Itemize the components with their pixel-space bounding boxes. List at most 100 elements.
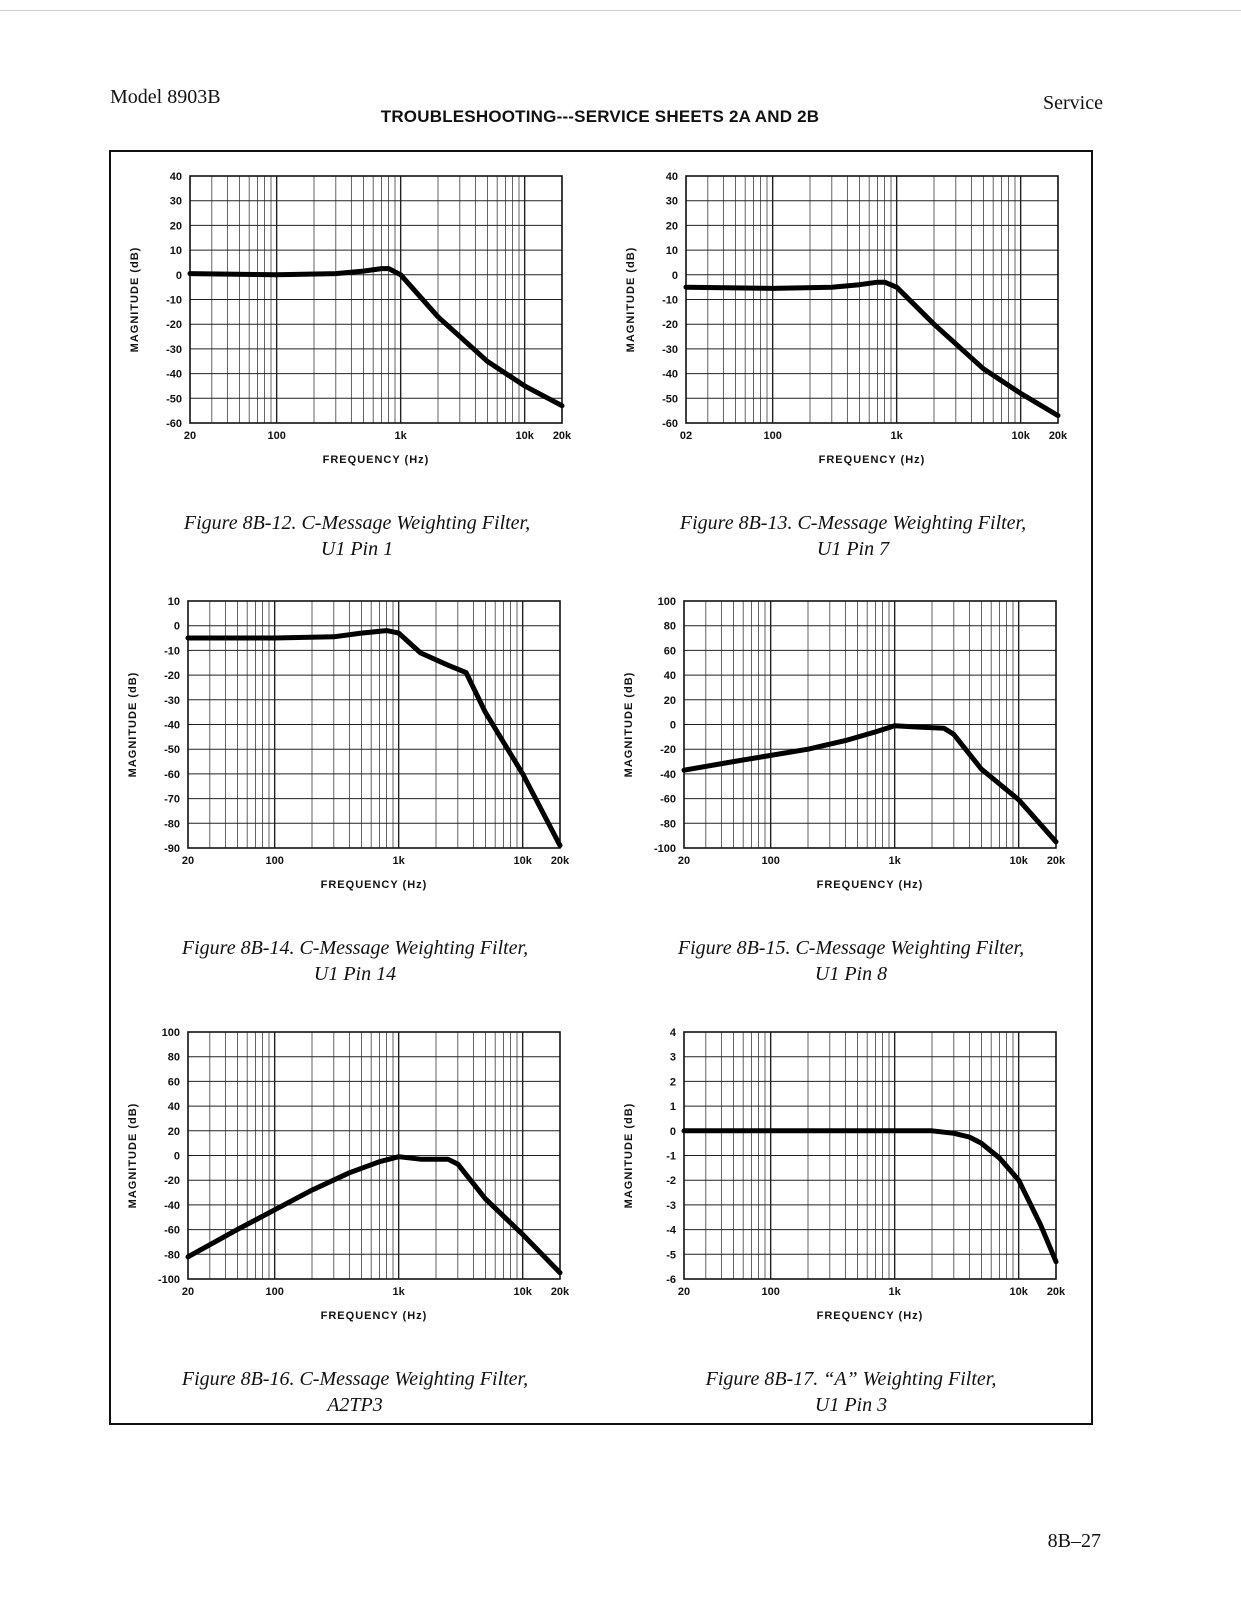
figure-caption-title: Figure 8B-15. C-Message Weighting Filter… — [677, 937, 1025, 959]
y-tick-label: 20 — [664, 695, 676, 707]
y-tick-label: -2 — [666, 1175, 676, 1187]
x-tick-label: 20 — [678, 855, 690, 867]
y-tick-label: -20 — [164, 1175, 180, 1187]
x-axis-label: FREQUENCY (Hz) — [321, 879, 428, 891]
response-curve — [681, 723, 1059, 845]
y-tick-label: 40 — [168, 1101, 180, 1113]
response-curve — [681, 1128, 1059, 1265]
figure-8b-16-panel: 100 80 60 40 20 0 -20 -40 -60 -80 -100 20 100 1k 10k 20… — [110, 1016, 600, 1436]
plot-frame — [683, 600, 1057, 849]
y-tick-label: -60 — [164, 1225, 180, 1237]
x-tick-label: 100 — [265, 1286, 283, 1298]
x-tick-label: 02 — [680, 430, 692, 442]
x-tick-label: 20 — [182, 855, 194, 867]
y-tick-label: 80 — [664, 621, 676, 633]
figure-8b-14-panel: 10 0 -10 -20 -30 -40 -50 -60 -70 -80 -90 20 100 1k 10k… — [110, 585, 600, 1005]
x-tick-label: 1k — [393, 855, 406, 867]
y-tick-label: -3 — [666, 1200, 676, 1212]
y-tick-label: -60 — [164, 769, 180, 781]
y-tick-label: 60 — [168, 1076, 180, 1088]
y-tick-label: 3 — [670, 1052, 676, 1064]
y-tick-label: -50 — [662, 393, 678, 405]
x-tick-label: 10k — [515, 430, 534, 442]
y-tick-label: -50 — [164, 744, 180, 756]
x-tick-label: 1k — [393, 1286, 406, 1298]
y-tick-label: -80 — [164, 1249, 180, 1261]
page-number: 8B–27 — [1047, 1530, 1101, 1552]
y-tick-label: 4 — [670, 1027, 677, 1039]
figure-caption-title: Figure 8B-17. “A” Weighting Filter, — [705, 1368, 997, 1390]
y-tick-label: -70 — [164, 794, 180, 806]
y-tick-label: -40 — [660, 769, 676, 781]
y-tick-label: -5 — [666, 1249, 676, 1261]
x-axis-label: FREQUENCY (Hz) — [817, 1310, 924, 1322]
response-curve — [185, 1154, 563, 1276]
figure-caption-subtitle: A2TP3 — [327, 1394, 383, 1416]
figure-caption-title: Figure 8B-13. C-Message Weighting Filter… — [679, 512, 1027, 534]
figure-caption-title: Figure 8B-16. C-Message Weighting Filter… — [181, 1368, 529, 1390]
y-axis-label: MAGNITUDE (dB) — [127, 1103, 139, 1209]
y-tick-label: 60 — [664, 645, 676, 657]
y-tick-label: -10 — [166, 295, 182, 307]
y-tick-label: -4 — [666, 1225, 677, 1237]
y-tick-label: 10 — [168, 596, 180, 608]
page-title: TROUBLESHOOTING---SERVICE SHEETS 2A AND … — [380, 107, 820, 126]
y-tick-label: -30 — [166, 344, 182, 356]
x-axis-label: FREQUENCY (Hz) — [819, 454, 926, 466]
y-tick-label: 80 — [168, 1052, 180, 1064]
x-tick-label: 10k — [513, 1286, 532, 1298]
y-axis-label: MAGNITUDE (dB) — [129, 247, 141, 353]
y-axis-label: MAGNITUDE (dB) — [127, 672, 139, 778]
x-tick-label: 1k — [889, 1286, 902, 1298]
figures-frame — [109, 150, 1093, 1425]
x-tick-label: 1k — [889, 855, 902, 867]
y-tick-label: -50 — [166, 393, 182, 405]
response-curve — [187, 266, 565, 409]
y-tick-label: -40 — [164, 1200, 180, 1212]
x-tick-label: 100 — [267, 430, 285, 442]
y-tick-label: 40 — [170, 171, 182, 183]
figure-8b-14-caption: Figure 8B-14. C-Message Weighting Filter… — [110, 935, 600, 987]
y-tick-label: -40 — [662, 369, 678, 381]
figure-caption-subtitle: U1 Pin 7 — [816, 538, 890, 560]
y-tick-label: -20 — [662, 319, 678, 331]
figure-8b-16-caption: Figure 8B-16. C-Message Weighting Filter… — [110, 1366, 600, 1418]
plot-frame — [187, 600, 561, 849]
y-tick-label: -20 — [660, 744, 676, 756]
y-tick-label: -60 — [166, 418, 182, 430]
y-axis-label: MAGNITUDE (dB) — [623, 1103, 635, 1209]
plot-frame — [685, 175, 1059, 424]
x-axis-label: FREQUENCY (Hz) — [323, 454, 430, 466]
x-axis-label: FREQUENCY (Hz) — [817, 879, 924, 891]
y-axis-label: MAGNITUDE (dB) — [625, 247, 637, 353]
x-tick-label: 100 — [265, 855, 283, 867]
figure-8b-12-panel: 40 30 20 10 0 -10 -20 -30 -40 -50 -60 20 100 1k 10k 20k… — [112, 160, 602, 580]
y-tick-label: -60 — [662, 418, 678, 430]
y-tick-label: 1 — [670, 1101, 676, 1113]
x-tick-label: 10k — [513, 855, 532, 867]
y-tick-label: 0 — [672, 270, 678, 282]
y-axis-label: MAGNITUDE (dB) — [623, 672, 635, 778]
header-model: Model 8903B — [110, 86, 221, 108]
y-tick-label: 10 — [666, 245, 678, 257]
x-tick-label: 10k — [1009, 1286, 1028, 1298]
x-tick-label: 100 — [763, 430, 781, 442]
y-tick-label: 100 — [658, 596, 676, 608]
figure-8b-17-caption: Figure 8B-17. “A” Weighting Filter, U1 P… — [606, 1366, 1096, 1418]
y-tick-label: 40 — [666, 171, 678, 183]
x-tick-label: 1k — [395, 430, 408, 442]
x-tick-label: 1k — [891, 430, 904, 442]
x-tick-label: 10k — [1011, 430, 1030, 442]
figure-8b-15-caption: Figure 8B-15. C-Message Weighting Filter… — [606, 935, 1096, 987]
figure-caption-subtitle: U1 Pin 3 — [814, 1394, 888, 1416]
figure-caption-subtitle: U1 Pin 8 — [814, 963, 888, 985]
y-tick-label: 30 — [666, 196, 678, 208]
y-tick-label: 0 — [174, 621, 180, 633]
y-tick-label: -6 — [666, 1274, 676, 1286]
x-tick-label: 10k — [1009, 855, 1028, 867]
x-tick-label: 20 — [182, 1286, 194, 1298]
x-tick-label: 100 — [761, 1286, 779, 1298]
